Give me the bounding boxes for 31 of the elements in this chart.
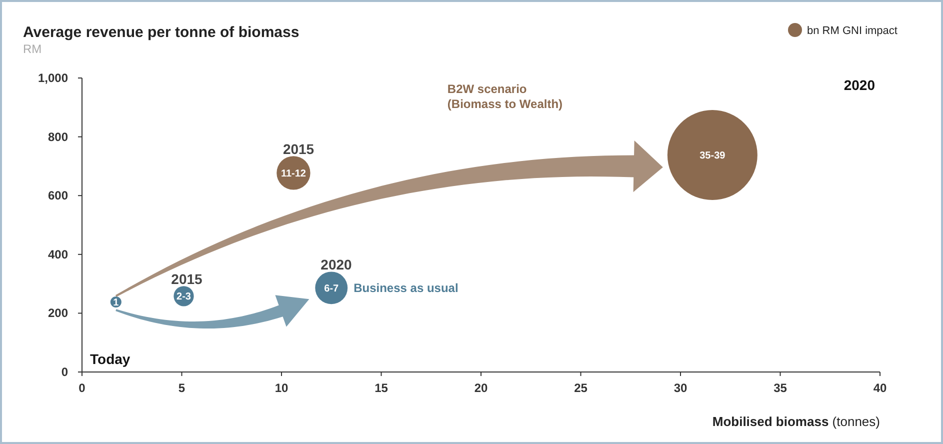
y-tick-label: 200 — [48, 306, 68, 320]
text: B2W scenario (Biomass to Wealth) — [447, 82, 563, 112]
y-tick-label: 600 — [48, 188, 68, 203]
annotation: 11-12 — [280, 168, 306, 180]
y-tick-label: 0 — [61, 365, 68, 379]
y-tick-label: 800 — [48, 130, 68, 144]
annotation: 2020 — [320, 256, 352, 273]
annotation: 35-39 — [700, 150, 726, 162]
x-tick-label: 20 — [474, 381, 488, 395]
x-tick-label: 5 — [178, 381, 186, 395]
y-axis-title: RM — [23, 42, 42, 56]
annotation: 2020 — [844, 77, 876, 93]
annotation: Today — [90, 351, 130, 367]
chart-title: Average revenue per tonne of biomass — [23, 24, 300, 41]
x-axis-title: Mobilised biomass (tonnes) — [712, 414, 880, 429]
annotation: 2-3 — [176, 292, 192, 303]
y-tick-label: 400 — [48, 247, 68, 262]
x-tick-label: 35 — [774, 381, 788, 395]
x-tick-label: 40 — [873, 381, 887, 395]
x-tick-label: 10 — [274, 381, 288, 395]
y-tick-label: 1,000 — [38, 71, 68, 85]
x-tick-label: 30 — [674, 381, 688, 395]
annotation: 2015 — [171, 271, 203, 288]
annotation: 2015 — [282, 141, 314, 158]
x-tick-label: 0 — [78, 381, 86, 395]
annotation: 6-7 — [324, 283, 340, 294]
legend-title: bn RM GNI impact — [807, 25, 898, 37]
x-tick-label: 15 — [374, 381, 388, 395]
series-label: Business as usual — [354, 280, 458, 295]
x-tick-label: 25 — [574, 381, 588, 395]
annotation: 1 — [113, 298, 120, 309]
